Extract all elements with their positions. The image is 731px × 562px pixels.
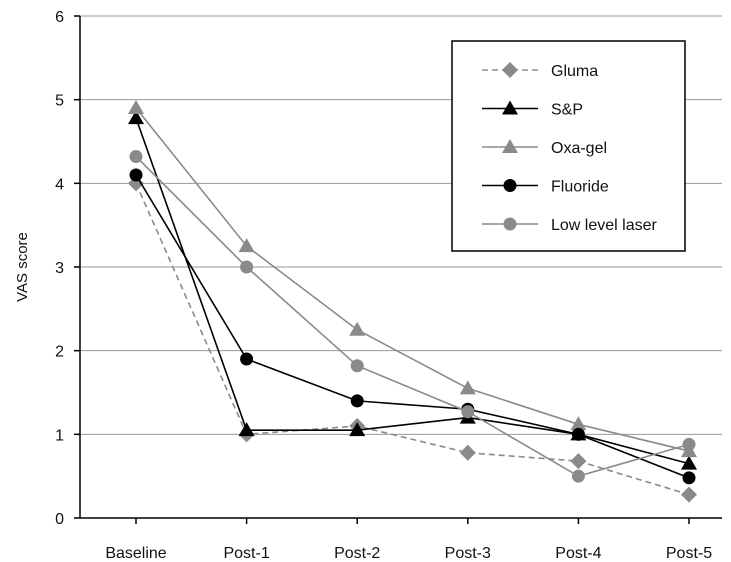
data-point-gluma xyxy=(570,453,587,470)
legend-marker xyxy=(502,62,518,78)
legend-label: Low level laser xyxy=(551,217,658,234)
data-point-oxa-gel xyxy=(128,100,144,115)
legend-box xyxy=(451,40,686,252)
legend-label: Fluoride xyxy=(551,179,609,196)
series-fluoride xyxy=(129,168,696,485)
legend-item-oxa-gel: Oxa-gel xyxy=(482,139,607,157)
data-point-fluoride xyxy=(240,352,254,366)
x-tick-label-baseline: Baseline xyxy=(105,545,166,562)
series-lines xyxy=(128,100,697,503)
legend-item-s-p: S&P xyxy=(482,100,583,119)
x-tick-label-post-2: Post-2 xyxy=(334,545,380,562)
data-point-gluma xyxy=(681,486,697,503)
y-tick-label: 3 xyxy=(55,260,64,277)
y-tick-label: 2 xyxy=(55,344,64,361)
legend-marker xyxy=(502,139,518,153)
data-point-fluoride xyxy=(129,168,143,182)
series-low-level-laser xyxy=(129,150,696,483)
series-line-s-p xyxy=(135,117,690,465)
x-tick-label-post-4: Post-4 xyxy=(555,545,601,562)
legend-label: Gluma xyxy=(551,63,598,80)
data-point-low-level-laser xyxy=(461,405,475,419)
legend-item-low-level-laser: Low level laser xyxy=(482,217,658,234)
data-point-fluoride xyxy=(350,394,364,408)
series-line-low-level-laser xyxy=(135,155,690,478)
data-point-low-level-laser xyxy=(350,359,364,373)
legend-marker xyxy=(503,217,517,231)
data-point-oxa-gel xyxy=(570,416,587,431)
x-tick-label-post-1: Post-1 xyxy=(223,545,269,562)
data-point-s-p xyxy=(238,422,255,437)
legend-marker xyxy=(503,179,517,192)
data-point-fluoride xyxy=(571,427,585,441)
legend-label: Oxa-gel xyxy=(551,140,607,157)
data-point-oxa-gel xyxy=(238,238,255,253)
data-point-s-p xyxy=(681,455,697,470)
data-point-oxa-gel xyxy=(459,380,476,395)
legend: Gluma S&P Oxa-gel Fluoride Low level laser xyxy=(451,40,686,252)
data-point-oxa-gel xyxy=(349,321,366,336)
y-tick-label: 0 xyxy=(55,511,64,528)
x-tick-label-post-5: Post-5 xyxy=(666,545,712,562)
y-tick-label: 6 xyxy=(55,9,64,26)
series-line-gluma xyxy=(135,183,690,496)
data-point-low-level-laser xyxy=(571,469,585,483)
data-point-fluoride xyxy=(682,471,696,485)
y-tick-label: 4 xyxy=(55,176,64,193)
data-point-s-p xyxy=(349,422,366,437)
data-point-gluma xyxy=(459,444,476,461)
data-point-low-level-laser xyxy=(129,150,143,164)
legend-item-fluoride: Fluoride xyxy=(482,179,609,196)
legend-item-gluma: Gluma xyxy=(482,62,598,80)
gridlines xyxy=(80,15,722,435)
y-axis-title: VAS score xyxy=(14,232,31,302)
legend-marker xyxy=(502,100,518,115)
x-tick-labels: Baseline Post-1 Post-2 Post-3 Post-4 Post-5 xyxy=(105,518,712,562)
legend-label: S&P xyxy=(551,102,583,119)
series-line-oxa-gel xyxy=(135,107,690,452)
y-tick-label: 1 xyxy=(55,427,64,444)
y-tick-label: 5 xyxy=(55,93,64,110)
data-point-s-p xyxy=(128,110,144,125)
data-point-low-level-laser xyxy=(240,260,254,274)
y-tick-labels: 0 1 2 3 4 5 6 xyxy=(55,9,80,528)
data-point-low-level-laser xyxy=(682,437,696,451)
series-line-fluoride xyxy=(135,174,690,479)
x-tick-label-post-3: Post-3 xyxy=(445,545,491,562)
